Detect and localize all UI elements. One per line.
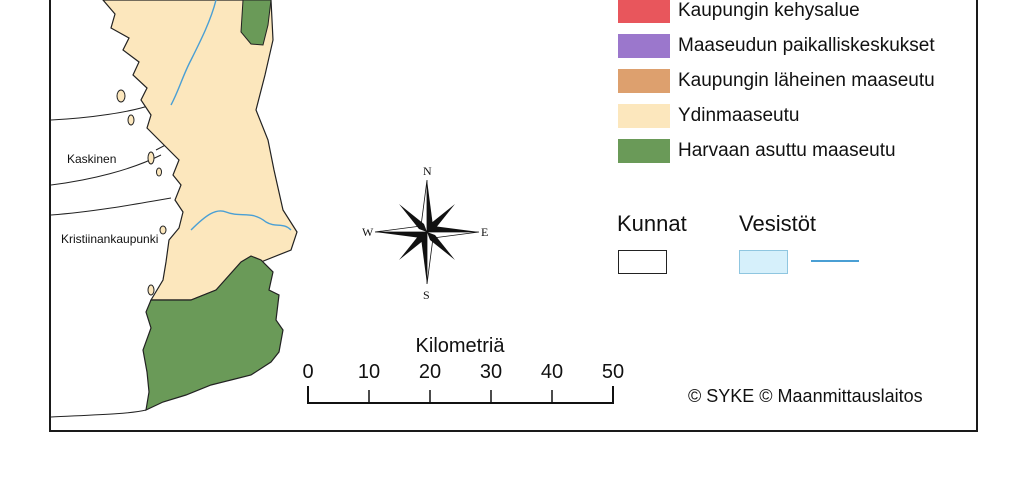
compass-s: S xyxy=(423,288,430,302)
legend-swatch-laheinen-maaseutu xyxy=(618,69,670,93)
legend-swatch-river-line xyxy=(811,260,859,262)
legend-swatch-kehysalue xyxy=(618,0,670,23)
credit-text: © SYKE © Maanmittauslaitos xyxy=(688,386,923,406)
legend-label-paikalliskeskukset: Maaseudun paikalliskeskukset xyxy=(678,35,935,56)
legend-swatch-ydinmaaseutu xyxy=(618,104,670,128)
region-sparse-south xyxy=(142,255,284,412)
legend-swatch-water-area xyxy=(739,250,788,274)
map-frame: Kaskinen Kristiinankaupunki N S E W xyxy=(49,0,978,432)
map-canvas: Kaskinen Kristiinankaupunki N S E W xyxy=(51,0,624,418)
compass-n: N xyxy=(423,164,432,178)
compass-e: E xyxy=(481,225,488,239)
region-sparse-north xyxy=(240,0,272,46)
legend-heading-kunnat: Kunnat xyxy=(617,211,687,236)
region-core-rural xyxy=(102,0,298,301)
scale-tick-50: 50 xyxy=(602,361,624,383)
legend-swatch-kunnat xyxy=(618,250,667,274)
scale-tick-10: 10 xyxy=(358,361,380,383)
compass-rose: N S E W xyxy=(362,164,488,302)
scale-tick-40: 40 xyxy=(541,361,563,383)
legend-label-kehysalue: Kaupungin kehysalue xyxy=(678,0,860,21)
scale-title: Kilometriä xyxy=(416,335,506,357)
legend-label-laheinen-maaseutu: Kaupungin läheinen maaseutu xyxy=(678,70,935,91)
legend-swatch-harvaan-asuttu xyxy=(618,139,670,163)
compass-w: W xyxy=(362,225,374,239)
legend-swatch-paikalliskeskukset xyxy=(618,34,670,58)
scale-tick-0: 0 xyxy=(302,361,313,383)
legend-heading-vesistot: Vesistöt xyxy=(739,211,817,236)
scale-tick-30: 30 xyxy=(480,361,502,383)
scale-bar: 0 10 20 30 40 50 Kilometriä xyxy=(302,335,624,404)
legend-label-ydinmaaseutu: Ydinmaaseutu xyxy=(678,105,800,126)
scale-tick-20: 20 xyxy=(419,361,441,383)
legend-label-harvaan-asuttu: Harvaan asuttu maaseutu xyxy=(678,140,896,161)
rivers xyxy=(170,0,292,231)
islands xyxy=(116,89,167,296)
town-label-kaskinen: Kaskinen xyxy=(67,152,116,166)
town-label-kristiinankaupunki: Kristiinankaupunki xyxy=(61,232,158,246)
